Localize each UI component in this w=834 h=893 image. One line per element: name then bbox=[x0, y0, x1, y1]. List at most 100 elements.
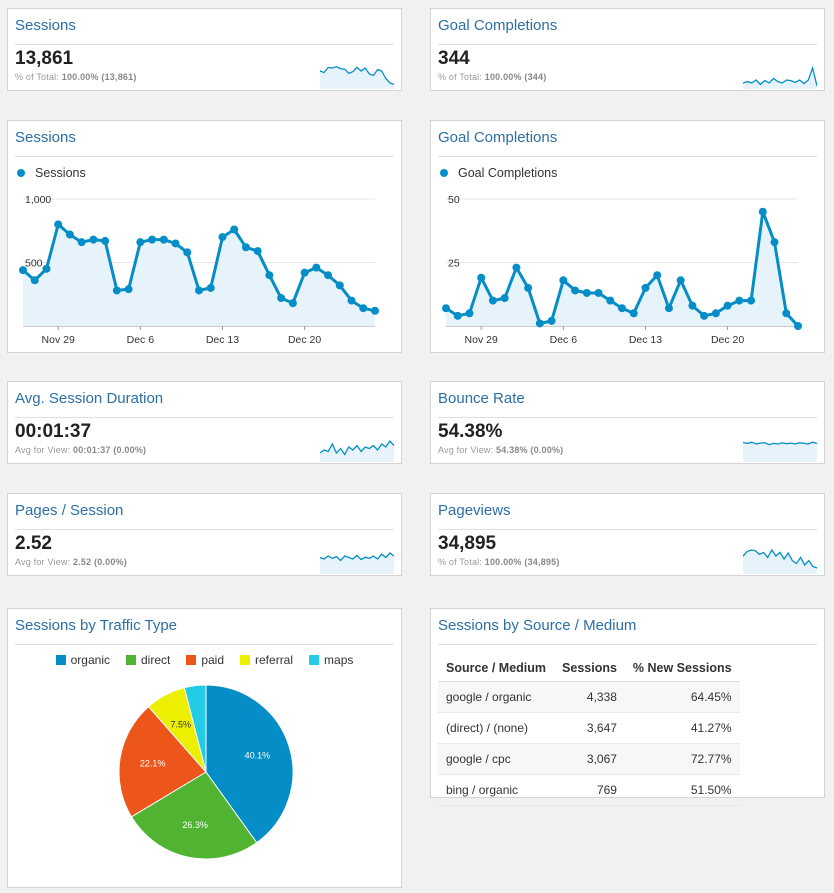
goal-chart-card[interactable]: Goal Completions Goal Completions 50 25 No… bbox=[430, 120, 825, 353]
new-sessions-cell: 72.77% bbox=[624, 743, 740, 775]
table-row[interactable]: google / cpc 3,067 72.77% bbox=[438, 743, 740, 775]
data-point bbox=[89, 235, 98, 244]
data-point bbox=[324, 271, 333, 280]
data-point bbox=[512, 263, 521, 272]
table-row[interactable]: (direct) / (none) 3,647 41.27% bbox=[438, 712, 740, 744]
divider bbox=[438, 529, 817, 530]
y-tick-label: 500 bbox=[25, 258, 43, 270]
data-point bbox=[101, 236, 110, 245]
sessions-metric-card[interactable]: Sessions 13,861 % of Total: 100.00% (13,… bbox=[7, 8, 402, 91]
sub-label: Avg for View: bbox=[15, 557, 71, 567]
x-tick-label: Dec 6 bbox=[127, 334, 155, 346]
data-point bbox=[547, 316, 556, 325]
data-point bbox=[371, 306, 379, 315]
metric-value: 34,895 bbox=[438, 533, 497, 554]
legend-swatch bbox=[309, 655, 320, 665]
card-title: Sessions bbox=[15, 17, 76, 34]
data-point bbox=[124, 285, 133, 294]
data-point bbox=[253, 247, 262, 256]
legend-dot-icon bbox=[440, 169, 448, 177]
duration-metric-card[interactable]: Avg. Session Duration 00:01:37 Avg for V… bbox=[7, 381, 402, 464]
data-point bbox=[676, 276, 685, 285]
legend-item-referral[interactable]: referral bbox=[240, 653, 293, 667]
legend-item-paid[interactable]: paid bbox=[186, 653, 224, 667]
traffic-type-card[interactable]: Sessions by Traffic Type organic direct pa… bbox=[7, 608, 402, 888]
metric-value: 00:01:37 bbox=[15, 421, 92, 442]
table-row[interactable]: bing / organic 769 51.50% bbox=[438, 774, 740, 806]
goal-metric-card[interactable]: Goal Completions 344 % of Total: 100.00%… bbox=[430, 8, 825, 91]
data-point bbox=[571, 286, 580, 295]
metric-value: 2.52 bbox=[15, 533, 52, 554]
data-point bbox=[664, 304, 673, 313]
column-header-source[interactable]: Source / Medium bbox=[438, 653, 555, 682]
legend-swatch bbox=[125, 655, 136, 665]
bounce-metric-card[interactable]: Bounce Rate 54.38% Avg for View: 54.38% … bbox=[430, 381, 825, 464]
pie-slice-direct bbox=[130, 771, 258, 860]
sparkline bbox=[320, 439, 394, 462]
card-title: Bounce Rate bbox=[438, 390, 525, 407]
source-medium-card[interactable]: Sessions by Source / Medium Source / Med… bbox=[430, 608, 825, 806]
data-point bbox=[723, 301, 732, 310]
data-point bbox=[19, 266, 27, 275]
slice-label: 22.1% bbox=[140, 759, 166, 769]
sparkline-area bbox=[743, 68, 817, 89]
data-point bbox=[453, 311, 462, 320]
new-sessions-cell: 51.50% bbox=[624, 774, 740, 806]
data-point bbox=[230, 225, 239, 234]
new-sessions-cell: 64.45% bbox=[624, 681, 740, 713]
legend-swatch bbox=[240, 655, 251, 665]
sparkline-area bbox=[320, 441, 394, 462]
data-point bbox=[688, 301, 697, 310]
pie-legend: organic direct paid referral maps bbox=[8, 653, 401, 667]
legend-item-direct[interactable]: direct bbox=[125, 653, 170, 667]
table-row[interactable]: google / organic 4,338 64.45% bbox=[438, 681, 740, 713]
data-point bbox=[770, 238, 779, 247]
data-point bbox=[618, 304, 626, 313]
column-header-new-sessions[interactable]: % New Sessions bbox=[624, 653, 740, 682]
data-point bbox=[794, 322, 802, 330]
data-point bbox=[288, 299, 297, 308]
data-point bbox=[488, 296, 497, 305]
data-point bbox=[159, 235, 168, 244]
goal-line-chart[interactable]: 50 25 Nov 29 Dec 6 Dec 13 Dec 20 bbox=[431, 121, 824, 352]
x-tick-label: Dec 20 bbox=[288, 334, 321, 346]
sessions-chart-card[interactable]: Sessions Sessions 1,000 500 Nov 29 Dec 6 Dec… bbox=[7, 120, 402, 353]
data-point bbox=[312, 263, 321, 272]
legend-swatch bbox=[186, 655, 197, 665]
sub-value: 100.00% (34,895) bbox=[484, 557, 560, 567]
data-point bbox=[77, 238, 86, 247]
pages-metric-card[interactable]: Pages / Session 2.52 Avg for View: 2.52 … bbox=[7, 493, 402, 576]
source-medium-table: Source / Medium Sessions % New Sessions … bbox=[438, 653, 740, 806]
card-title: Goal Completions bbox=[438, 17, 558, 34]
legend-item-maps[interactable]: maps bbox=[309, 653, 353, 667]
data-point bbox=[136, 238, 145, 247]
sessions-cell: 3,067 bbox=[554, 743, 625, 775]
sparkline bbox=[320, 552, 394, 574]
data-point bbox=[606, 296, 615, 305]
chart-legend: Goal Completions bbox=[438, 166, 557, 180]
data-point bbox=[65, 230, 74, 239]
card-title: Sessions bbox=[15, 129, 76, 146]
x-tick-label: Dec 13 bbox=[206, 334, 239, 346]
divider bbox=[15, 156, 394, 157]
sparkline bbox=[743, 548, 817, 574]
table-header-row: Source / Medium Sessions % New Sessions bbox=[438, 653, 740, 682]
metric-subtext: % of Total: 100.00% (34,895) bbox=[438, 557, 560, 567]
data-point bbox=[183, 248, 192, 257]
traffic-pie-chart[interactable]: 40.1% 26.3% 22.1% 7.5% bbox=[8, 609, 401, 887]
metric-value: 344 bbox=[438, 48, 470, 69]
pie-slice-maps bbox=[183, 684, 207, 773]
sessions-line-chart[interactable]: 1,000 500 Nov 29 Dec 6 Dec 13 Dec 20 bbox=[8, 121, 401, 352]
divider bbox=[438, 156, 817, 157]
slice-label: 26.3% bbox=[182, 820, 208, 830]
data-point bbox=[641, 283, 650, 292]
card-title: Sessions by Traffic Type bbox=[15, 617, 178, 634]
legend-item-organic[interactable]: organic bbox=[55, 653, 110, 667]
column-header-sessions[interactable]: Sessions bbox=[554, 653, 625, 682]
legend-swatch bbox=[55, 655, 66, 665]
data-point bbox=[148, 235, 157, 244]
x-tick-label: Dec 6 bbox=[550, 334, 578, 346]
pageviews-metric-card[interactable]: Pageviews 34,895 % of Total: 100.00% (34… bbox=[430, 493, 825, 576]
x-tick-label: Dec 13 bbox=[629, 334, 662, 346]
data-point bbox=[535, 319, 544, 328]
